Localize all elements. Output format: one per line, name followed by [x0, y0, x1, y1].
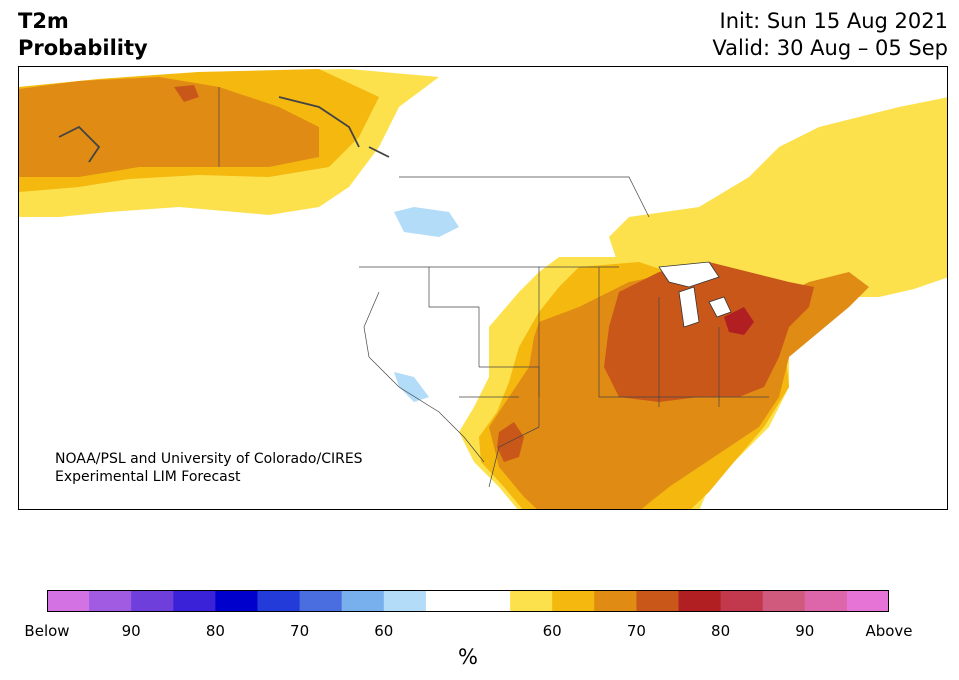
colorbar-swatch	[846, 590, 889, 612]
colorbar-swatch	[425, 590, 469, 612]
colorbar-swatch	[804, 590, 848, 612]
prob-70-north	[19, 77, 319, 177]
colorbar-tick-label: 90	[795, 622, 815, 640]
title-line-2: Probability	[18, 36, 148, 60]
init-date: Init: Sun 15 Aug 2021	[719, 9, 948, 33]
prob-75-south	[497, 422, 524, 462]
prob-75-central	[604, 262, 814, 402]
colorbar-swatch	[131, 590, 174, 612]
colorbar-tick-label: 60	[542, 622, 562, 640]
forecast-dates: Init: Sun 15 Aug 2021 Valid: 30 Aug – 05…	[712, 8, 948, 62]
colorbar-tick-label: 70	[626, 622, 646, 640]
colorbar-tick-label: 60	[374, 622, 394, 640]
map-canvas	[19, 67, 947, 509]
colorbar-swatch	[383, 590, 427, 612]
colorbar-frame	[47, 590, 889, 612]
credit-line-2: Experimental LIM Forecast	[55, 469, 241, 485]
colorbar-swatch	[594, 590, 637, 612]
colorbar-swatch	[762, 590, 806, 612]
colorbar-swatch	[678, 590, 722, 612]
colorbar-swatch	[510, 590, 553, 612]
probability-map	[18, 66, 948, 510]
colorbar-tick-label: Below	[24, 622, 70, 640]
colorbar-swatch	[173, 590, 216, 612]
rivers	[58, 96, 390, 163]
title-line-1: T2m	[18, 9, 69, 33]
map-title: T2m Probability	[18, 8, 148, 62]
colorbar-tick-label: 90	[121, 622, 141, 640]
great-lakes	[658, 261, 732, 328]
colorbar-swatch	[257, 590, 301, 612]
colorbar-swatch	[299, 590, 343, 612]
colorbar-tick-label: 70	[290, 622, 310, 640]
colorbar-tick-label: 80	[205, 622, 225, 640]
prob-80-lake-erie	[724, 307, 754, 335]
colorbar-swatch	[468, 590, 511, 612]
prob-75-alaska	[174, 85, 199, 102]
valid-range: Valid: 30 Aug – 05 Sep	[712, 36, 948, 60]
pacific-blue-patch	[394, 372, 429, 402]
colorbar-swatch	[636, 590, 679, 612]
credit-line-1: NOAA/PSL and University of Colorado/CIRE…	[55, 451, 363, 467]
inland-lake-blue	[394, 207, 459, 237]
colorbar-swatch	[341, 590, 385, 612]
colorbar-tick-label: Above	[865, 622, 913, 640]
data-credit: NOAA/PSL and University of Colorado/CIRE…	[55, 450, 363, 486]
colorbar-swatch	[215, 590, 258, 612]
colorbar-swatch	[89, 590, 132, 612]
colorbar	[47, 590, 889, 612]
colorbar-swatch	[47, 590, 90, 612]
colorbar-unit: %	[458, 645, 478, 669]
borders	[218, 87, 769, 488]
colorbar-tick-label: 80	[711, 622, 731, 640]
colorbar-swatch	[552, 590, 595, 612]
colorbar-swatch	[720, 590, 764, 612]
